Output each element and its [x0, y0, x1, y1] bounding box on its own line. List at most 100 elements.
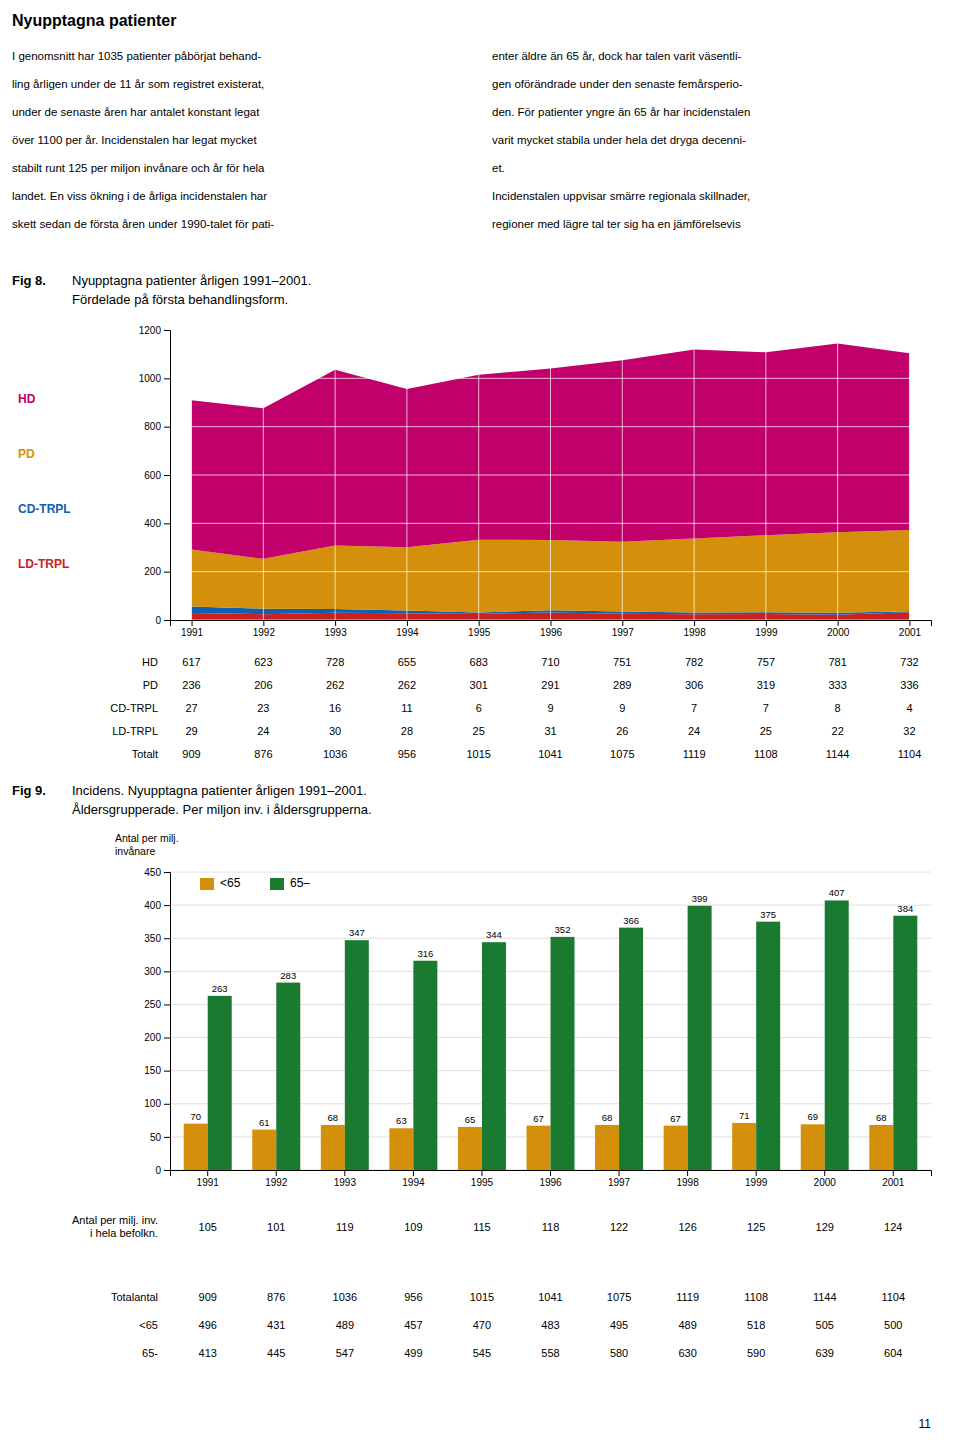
data-label: 283	[280, 970, 296, 981]
data-label: 263	[212, 983, 228, 994]
grid-line	[263, 330, 264, 620]
tick: 150	[144, 1065, 170, 1076]
table-cell: 1075	[607, 1291, 631, 1303]
table-cell: 262	[326, 679, 344, 691]
bar	[595, 1125, 619, 1170]
table-cell: 291	[541, 679, 559, 691]
table-cell: 27	[185, 702, 197, 714]
grid-line	[837, 330, 838, 620]
table-cell: 306	[685, 679, 703, 691]
data-label: 63	[396, 1115, 407, 1126]
tick: 1993	[334, 1170, 357, 1188]
tick: 2001	[899, 620, 922, 638]
x-axis: 1991199219931994199519961997199819992000…	[171, 620, 932, 638]
bar	[756, 922, 780, 1170]
table-cell: 119	[336, 1221, 354, 1233]
tick: 1997	[608, 1170, 631, 1188]
tick: 1000	[139, 373, 170, 384]
tick: 1991	[197, 1170, 220, 1188]
tick-label: 1992	[253, 627, 276, 638]
table-cell: 30	[329, 725, 341, 737]
grid-line	[622, 330, 623, 620]
data-label: 375	[760, 909, 776, 920]
table-cell: 496	[199, 1319, 217, 1331]
data-label: 399	[692, 893, 708, 904]
axis-title: Antal per milj.invånare	[115, 832, 179, 857]
tick: 450	[144, 867, 170, 878]
tick: 1995	[471, 1170, 494, 1188]
body-text: skett sedan de första åren under 1990-ta…	[12, 218, 274, 230]
table-cell: 28	[401, 725, 413, 737]
tick-mark	[479, 620, 480, 626]
grid-line	[550, 330, 551, 620]
table-cell: 1104	[898, 748, 922, 760]
bar	[801, 1124, 825, 1170]
axis-line	[164, 873, 171, 1171]
table-cell: 710	[541, 656, 559, 668]
tick-mark	[622, 620, 623, 626]
table-cell: 319	[757, 679, 775, 691]
tick-label: 150	[144, 1065, 161, 1076]
table-cell: 1119	[676, 1291, 699, 1303]
table-cell: 289	[613, 679, 631, 691]
tick-label: 2001	[882, 1177, 905, 1188]
tick: 1992	[265, 1170, 288, 1188]
tick-label: 1995	[471, 1177, 494, 1188]
table-cell: 655	[398, 656, 416, 668]
table-row-label: Totalantal	[111, 1291, 158, 1303]
bar	[527, 1126, 551, 1170]
tick-label: 0	[155, 615, 161, 626]
table-cell: 23	[257, 702, 269, 714]
table-cell: 25	[760, 725, 772, 737]
table-cell: 518	[747, 1319, 765, 1331]
table-cell: 7	[763, 702, 769, 714]
legend-entry: <65	[220, 876, 241, 890]
tick: 350	[144, 933, 170, 944]
tick-label: 100	[144, 1098, 161, 1109]
table-cell: 126	[678, 1221, 696, 1233]
table-cell: 26	[616, 725, 628, 737]
tick-mark	[413, 1170, 414, 1176]
tick: 1998	[683, 620, 706, 638]
bar	[893, 916, 917, 1170]
page-title: Nyupptagna patienter	[12, 12, 176, 29]
tick-label: 200	[144, 566, 161, 577]
body-text: gen oförändrade under den senaste femårs…	[492, 78, 743, 90]
table-cell: 1119	[683, 748, 706, 760]
grid-line	[478, 330, 479, 620]
tick-mark	[164, 378, 170, 379]
body-text: enter äldre än 65 år, dock har talen var…	[492, 50, 741, 62]
table-cell: 728	[326, 656, 344, 668]
table-cell: 732	[900, 656, 918, 668]
table-cell: 9	[619, 702, 625, 714]
table-cell: 1015	[466, 748, 490, 760]
table-cell: 25	[473, 725, 485, 737]
table-cell: 630	[678, 1347, 696, 1359]
bar	[869, 1125, 893, 1170]
tick-mark	[164, 938, 170, 939]
table-row-label: CD-TRPL	[110, 702, 158, 714]
tick: 400	[144, 518, 170, 529]
table-cell: 483	[541, 1319, 559, 1331]
tick-mark	[164, 1170, 170, 1171]
tick-mark	[407, 620, 408, 626]
tick-label: 200	[144, 1032, 161, 1043]
tick-label: 1996	[540, 627, 563, 638]
grid-line	[909, 330, 910, 620]
tick: 1991	[181, 620, 204, 638]
table-cell: 1075	[610, 748, 634, 760]
table-cell: 590	[747, 1347, 765, 1359]
tick: 2001	[882, 1170, 905, 1188]
tick-label: 1996	[539, 1177, 562, 1188]
table-cell: 336	[900, 679, 918, 691]
tick-label: 1992	[265, 1177, 288, 1188]
tick-label: 300	[144, 966, 161, 977]
tick-mark	[550, 1170, 551, 1176]
table-row-label: HD	[142, 656, 158, 668]
tick-mark	[481, 1170, 482, 1176]
table-cell: 413	[199, 1347, 217, 1359]
body-text: Incidenstalen uppvisar smärre regionala …	[492, 190, 750, 202]
data-label: 67	[533, 1113, 544, 1124]
bar	[184, 1124, 208, 1170]
legend-entry: HD	[18, 392, 36, 406]
